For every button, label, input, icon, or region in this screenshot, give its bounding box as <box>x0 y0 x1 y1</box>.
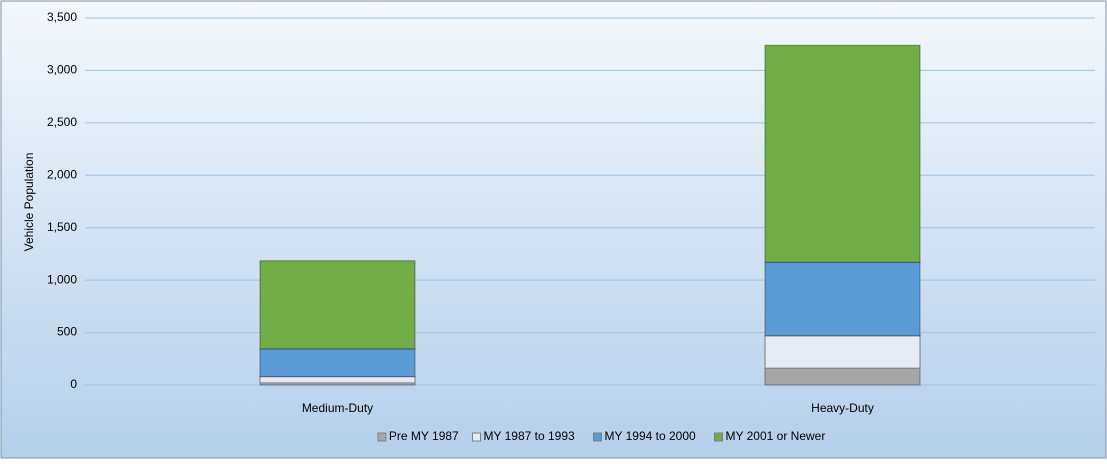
bar-segment <box>259 260 416 350</box>
legend-label: MY 1994 to 2000 <box>605 429 697 443</box>
x-tick-label: Heavy-Duty <box>811 401 874 415</box>
legend-swatch <box>593 432 602 442</box>
y-tick-label: 3,500 <box>47 10 77 24</box>
y-tick-label: 0 <box>70 377 77 391</box>
bar-segment <box>764 44 921 263</box>
y-tick-label: 1,500 <box>47 220 77 234</box>
legend-label: MY 1987 to 1993 <box>484 429 576 443</box>
bar-segment <box>259 348 416 378</box>
y-tick-label: 1,000 <box>47 272 77 286</box>
bar-segment <box>764 367 921 386</box>
y-tick-label: 3,000 <box>47 63 77 77</box>
x-tick-label: Medium-Duty <box>302 401 373 415</box>
legend-label: MY 2001 or Newer <box>726 429 826 443</box>
legend-label: Pre MY 1987 <box>389 429 459 443</box>
bar-segment <box>764 261 921 337</box>
legend-swatch <box>714 432 723 442</box>
y-tick-label: 500 <box>57 325 77 339</box>
y-tick-label: 2,000 <box>47 167 77 181</box>
legend-swatch <box>472 432 481 442</box>
bar-segment <box>764 335 921 369</box>
y-tick-label: 2,500 <box>47 115 77 129</box>
legend-swatch <box>377 432 387 442</box>
y-axis-label: Vehicle Population <box>22 153 36 252</box>
bar-segment <box>259 376 416 384</box>
